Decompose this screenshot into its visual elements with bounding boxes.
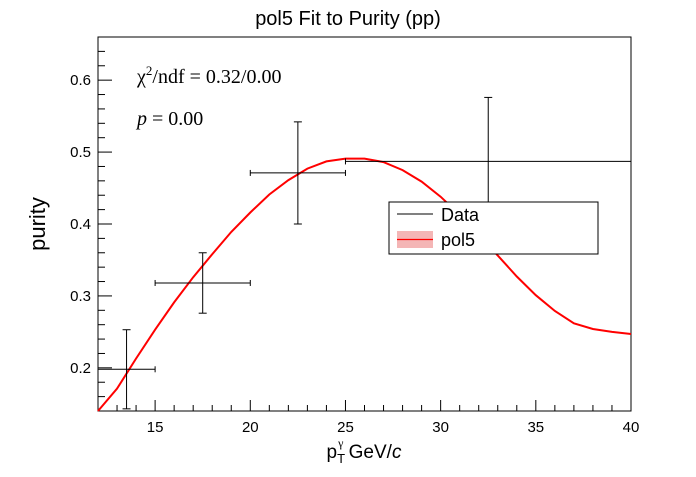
chi2-symbol: χ [136, 66, 146, 88]
x-axis-label: pTγ GeV/c [327, 436, 402, 466]
x-tick-label: 15 [147, 419, 164, 436]
x-tick-label: 30 [432, 419, 449, 436]
fit-curve-layer [97, 157, 632, 412]
x-axis: 15 20 25 30 35 40 [97, 400, 640, 436]
data-point [97, 329, 156, 410]
x-tick-label: 25 [337, 419, 354, 436]
p-value: = 0.00 [147, 108, 203, 130]
x-axis-label-unit-italic: c [392, 442, 402, 463]
chi2-annotation: χ2/ndf = 0.32/0.00 [136, 63, 281, 88]
y-tick-label: 0.4 [70, 216, 91, 233]
p-symbol: p [135, 108, 147, 130]
y-tick-label: 0.6 [70, 72, 91, 89]
x-axis-label-sub: T [337, 451, 345, 466]
chi2-value: /ndf = 0.32/0.00 [152, 66, 281, 88]
y-tick-label: 0.3 [70, 288, 91, 305]
x-tick-label: 35 [527, 419, 544, 436]
legend-data-label: Data [441, 205, 480, 225]
legend-fit-label: pol5 [441, 230, 475, 250]
legend: Data pol5 [388, 201, 599, 255]
chi2-superscript: 2 [146, 63, 153, 78]
y-axis: 0.2 0.3 0.4 0.5 0.6 [70, 36, 112, 412]
x-axis-label-sup: γ [337, 436, 344, 450]
x-axis-label-main: p [327, 442, 338, 463]
pol5-fit-curve [97, 157, 632, 412]
x-tick-label: 40 [623, 419, 640, 436]
p-value-annotation: p = 0.00 [135, 108, 203, 130]
x-tick-label: 20 [242, 419, 259, 436]
y-tick-label: 0.5 [70, 144, 91, 161]
x-axis-label-unit: GeV/ [343, 442, 392, 463]
data-point [154, 252, 251, 314]
chart-title: pol5 Fit to Purity (pp) [255, 8, 441, 30]
y-axis-label: purity [25, 197, 50, 251]
y-tick-label: 0.2 [70, 360, 91, 377]
data-point [249, 121, 346, 225]
